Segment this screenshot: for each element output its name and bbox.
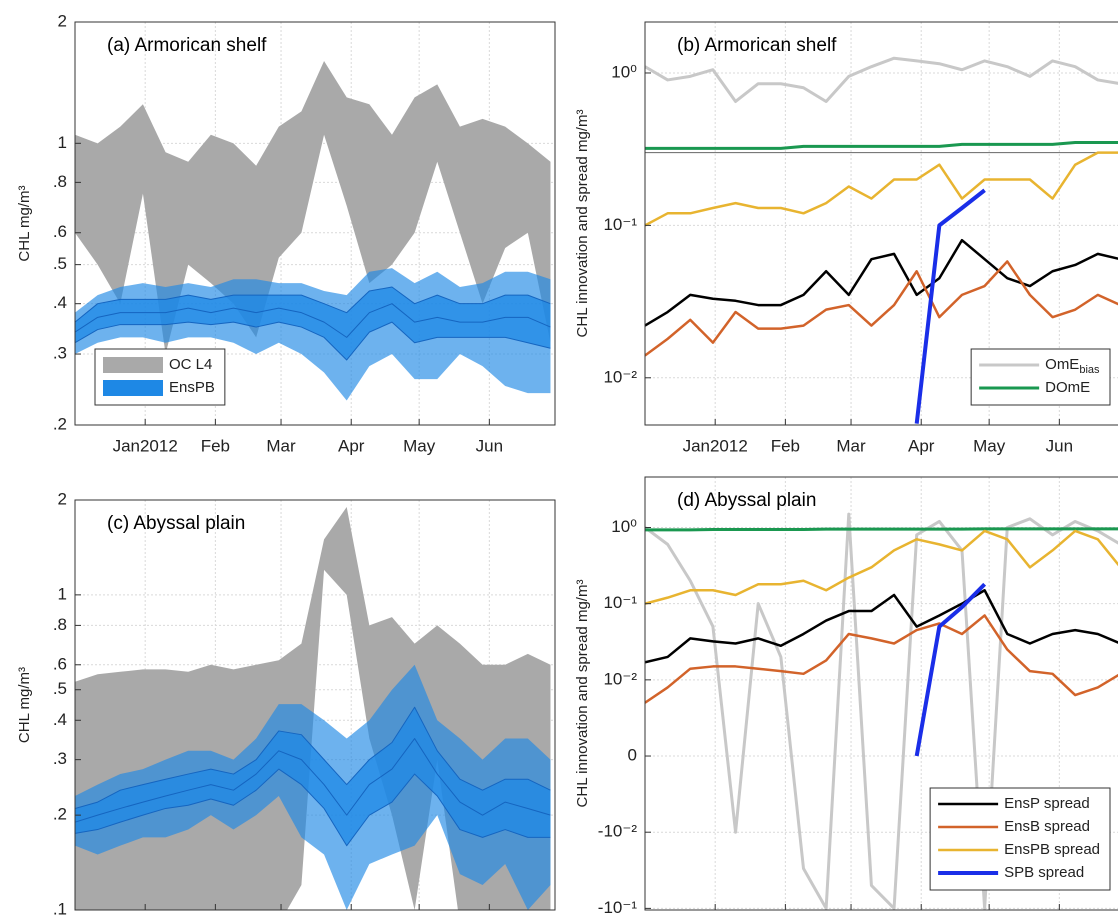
plot — [645, 477, 1118, 910]
y-tick-label: 2 — [58, 489, 67, 508]
band — [75, 61, 551, 355]
series-line — [914, 188, 986, 424]
series-line — [645, 238, 1118, 327]
y-tick-label: .4 — [53, 710, 67, 729]
y-tick-label: 0 — [628, 746, 637, 765]
y-axis-label: CHL mg/m³ — [16, 667, 33, 743]
legend: OC L4 EnsPB — [94, 348, 226, 406]
x-tick-label: May — [973, 436, 1006, 455]
legend-text: OmE — [1045, 356, 1079, 373]
legend-box — [970, 348, 1111, 406]
x-tick-label: Jan2012 — [113, 436, 178, 455]
y-tick-label: 10⁻² — [603, 669, 637, 688]
plot-frame — [644, 476, 1118, 911]
y-tick-label: .2 — [53, 414, 67, 433]
legend-text: EnsP spread — [1004, 795, 1090, 812]
y-tick-label: .6 — [53, 222, 67, 241]
y-axis-label: CHL mg/m³ — [16, 185, 33, 261]
legend-text: EnsPB — [169, 379, 215, 396]
x-tick-label: Feb — [771, 436, 800, 455]
legend-swatch — [103, 380, 163, 396]
series-line — [645, 527, 1118, 532]
series-line — [645, 529, 1118, 605]
legend-label: SPB spread — [1004, 864, 1084, 881]
y-tick-label: 10⁻² — [603, 367, 637, 386]
plot-frame — [74, 21, 556, 426]
plot — [645, 22, 1118, 425]
plot-frame — [644, 21, 1118, 426]
band-line — [75, 321, 551, 361]
panel-title: (a) Armorican shelf — [107, 35, 267, 56]
legend-label: EnsP spread — [1004, 795, 1090, 812]
y-tick-label: -10⁻¹ — [598, 898, 638, 917]
band-line — [75, 768, 551, 847]
legend-text: DOmE — [1045, 379, 1090, 396]
y-tick-label: -10⁻² — [598, 822, 638, 841]
y-tick-label: .3 — [53, 749, 67, 768]
y-tick-label: .4 — [53, 293, 67, 312]
y-tick-label: 10⁻¹ — [603, 593, 637, 612]
y-tick-label: .8 — [53, 172, 67, 191]
series-line — [645, 56, 1118, 103]
series-line — [645, 140, 1118, 150]
y-tick-label: .1 — [53, 899, 67, 918]
series-line — [645, 512, 1118, 910]
x-tick-label: Feb — [201, 436, 230, 455]
legend: OmEbias DOmE — [970, 348, 1111, 406]
legend-text: EnsPB spread — [1004, 841, 1100, 858]
panel-title: (b) Armorican shelf — [677, 35, 837, 56]
y-tick-label: .8 — [53, 615, 67, 634]
x-tick-label: Jun — [1046, 436, 1073, 455]
y-tick-label: .5 — [53, 679, 67, 698]
legend-text: OC L4 — [169, 356, 212, 373]
legend-subscript: bias — [1079, 364, 1100, 376]
y-tick-label: .3 — [53, 344, 67, 363]
y-tick-label: 1 — [58, 133, 67, 152]
x-tick-label: Apr — [908, 436, 935, 455]
series-line — [645, 589, 1118, 664]
y-tick-label: 2 — [58, 11, 67, 30]
panel-title: (c) Abyssal plain — [107, 513, 245, 534]
plot — [75, 22, 555, 425]
x-tick-label: Mar — [266, 436, 296, 455]
panel-title: (d) Abyssal plain — [677, 490, 816, 511]
legend-text: SPB spread — [1004, 864, 1084, 881]
y-tick-label: 10⁰ — [611, 62, 637, 81]
band-line — [75, 706, 551, 809]
y-tick-label: 10⁰ — [611, 517, 637, 536]
x-tick-label: Mar — [836, 436, 866, 455]
series-line — [914, 582, 987, 757]
legend-label: DOmE — [1045, 379, 1090, 396]
x-tick-label: May — [403, 436, 436, 455]
y-tick-label: .2 — [53, 805, 67, 824]
legend-label: EnsB spread — [1004, 818, 1090, 835]
x-tick-label: Jun — [476, 436, 503, 455]
y-tick-label: 10⁻¹ — [603, 215, 637, 234]
plot-frame — [74, 499, 556, 911]
series-line — [645, 614, 1118, 704]
y-tick-label: 1 — [58, 584, 67, 603]
band-line — [75, 738, 551, 823]
band-inner — [75, 287, 551, 360]
series-line — [645, 151, 1118, 227]
series-line — [645, 260, 1118, 357]
legend-label: EnsPB spread — [1004, 841, 1100, 858]
band-inner — [75, 707, 551, 846]
legend: EnsP spread EnsB spread EnsPB spread SPB sp… — [929, 787, 1111, 891]
legend-label: EnsPB — [169, 379, 215, 396]
legend-swatch — [103, 357, 163, 373]
legend-label: OmEbias — [1045, 356, 1100, 376]
x-tick-label: Jan2012 — [683, 436, 748, 455]
legend-text: EnsB spread — [1004, 818, 1090, 835]
band-line — [75, 286, 551, 323]
x-tick-label: Apr — [338, 436, 365, 455]
y-tick-label: .6 — [53, 654, 67, 673]
y-tick-label: .5 — [53, 254, 67, 273]
band-line — [75, 303, 551, 338]
legend-label: OC L4 — [169, 356, 212, 373]
y-axis-label: CHL innovation and spread mg/m³ — [574, 110, 591, 338]
plot — [75, 500, 555, 910]
y-axis-label: CHL innovation and spread mg/m³ — [574, 580, 591, 808]
